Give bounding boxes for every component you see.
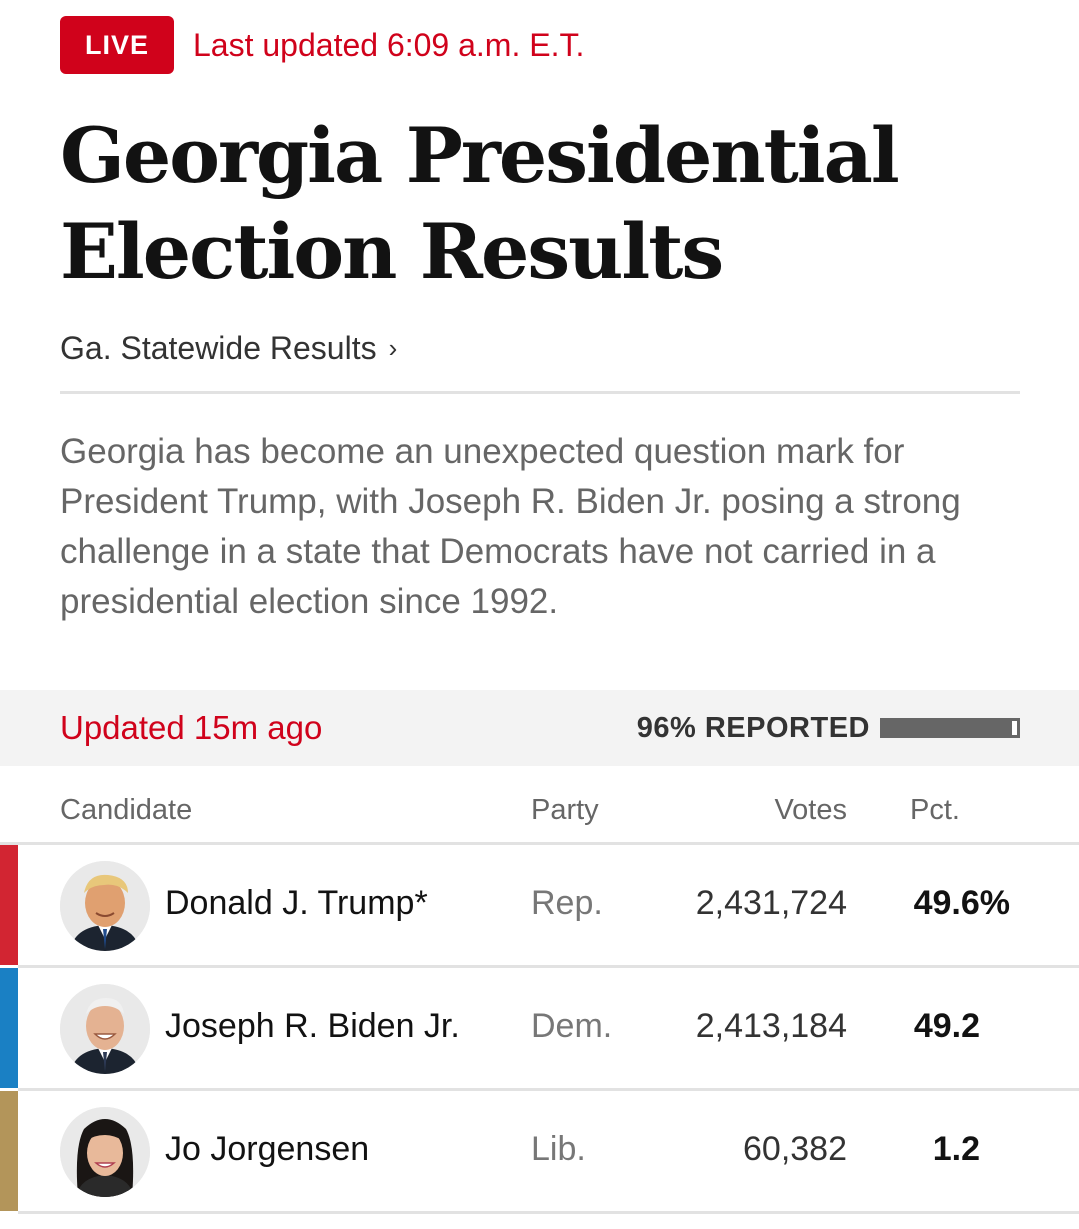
candidate-name: Jo Jorgensen (165, 1130, 370, 1168)
candidate-party: Dem. (531, 1007, 613, 1045)
results-table-header: Candidate Party Votes Pct. (0, 776, 1079, 842)
divider (18, 1211, 1079, 1214)
statewide-results-link[interactable]: Ga. Statewide Results › (60, 330, 397, 367)
column-header-candidate: Candidate (60, 794, 193, 826)
divider (18, 1088, 1079, 1091)
reported-indicator: 96% REPORTED (637, 712, 1020, 745)
candidate-pct: 49.2 (913, 1007, 980, 1045)
candidate-votes: 2,413,184 (695, 1007, 847, 1045)
party-color-stripe (0, 968, 18, 1088)
reporting-status-bar: Updated 15m ago 96% REPORTED (0, 690, 1079, 766)
candidate-votes: 2,431,724 (695, 884, 847, 922)
column-header-party: Party (531, 794, 599, 826)
column-header-pct: Pct. (910, 794, 960, 826)
candidate-avatar (60, 984, 150, 1074)
statewide-results-label: Ga. Statewide Results (60, 330, 377, 366)
party-color-stripe (0, 845, 18, 965)
reported-label: 96% REPORTED (636, 711, 870, 744)
candidate-pct: 1.2 (932, 1130, 980, 1168)
party-color-stripe (0, 1091, 18, 1211)
candidate-name: Donald J. Trump* (165, 884, 428, 922)
summary-text: Georgia has become an unexpected questio… (60, 432, 961, 621)
live-header: LIVE Last updated 6:09 a.m. E.T. (60, 16, 584, 74)
candidate-avatar (60, 1107, 150, 1197)
candidate-name: Joseph R. Biden Jr. (165, 1007, 460, 1045)
chevron-right-icon: › (388, 333, 398, 363)
reported-progress-fill (883, 721, 1012, 735)
divider (18, 965, 1079, 968)
live-badge: LIVE (60, 16, 174, 74)
candidate-avatar (60, 861, 150, 951)
divider (0, 842, 1079, 845)
column-header-votes: Votes (774, 794, 847, 826)
table-row: Donald J. Trump* Rep. 2,431,724 49.6% (0, 845, 1079, 968)
page-title: Georgia Presidential Election Results (60, 111, 900, 296)
updated-ago-text: Updated 15m ago (60, 709, 323, 746)
table-row: Joseph R. Biden Jr. Dem. 2,413,184 49.2 (0, 968, 1079, 1091)
candidate-party: Rep. (531, 884, 603, 922)
table-row: Jo Jorgensen Lib. 60,382 1.2 (0, 1091, 1079, 1214)
last-updated-text: Last updated 6:09 a.m. E.T. (193, 26, 585, 63)
candidate-party: Lib. (531, 1130, 586, 1168)
candidate-pct: 49.6% (913, 884, 1010, 922)
divider (60, 391, 1020, 394)
candidate-votes: 60,382 (743, 1130, 847, 1168)
reported-progress-bar (880, 718, 1020, 738)
